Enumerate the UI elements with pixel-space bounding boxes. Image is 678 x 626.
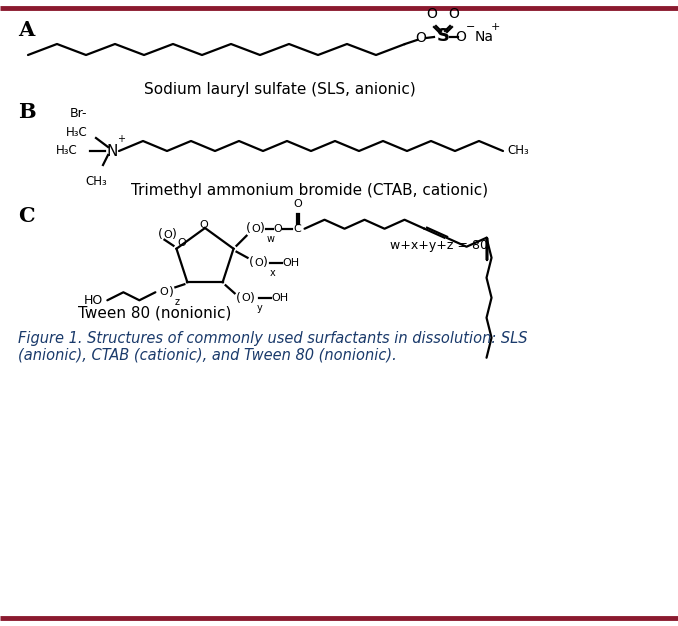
Text: (anionic), CTAB (cationic), and Tween 80 (nonionic).: (anionic), CTAB (cationic), and Tween 80… bbox=[18, 348, 397, 363]
Text: H₃C: H₃C bbox=[66, 125, 88, 138]
Text: B: B bbox=[18, 102, 36, 122]
Text: H₃C: H₃C bbox=[56, 145, 78, 158]
Text: O: O bbox=[177, 238, 186, 248]
Text: HO: HO bbox=[84, 294, 103, 307]
Text: (: ( bbox=[246, 222, 251, 235]
Text: +: + bbox=[491, 22, 500, 32]
Text: x: x bbox=[270, 268, 275, 278]
Text: O: O bbox=[163, 230, 172, 240]
Text: ): ) bbox=[169, 286, 174, 299]
Text: O: O bbox=[416, 31, 426, 45]
Text: ): ) bbox=[172, 228, 177, 241]
Text: ): ) bbox=[250, 292, 255, 305]
Text: Na: Na bbox=[475, 30, 494, 44]
Text: O: O bbox=[426, 7, 437, 21]
Text: Tween 80 (nonionic): Tween 80 (nonionic) bbox=[79, 306, 232, 321]
Text: O: O bbox=[456, 30, 466, 44]
Text: z: z bbox=[174, 297, 180, 307]
Text: C: C bbox=[294, 223, 302, 233]
Text: w: w bbox=[266, 233, 275, 244]
Text: CH₃: CH₃ bbox=[507, 145, 529, 158]
Text: y: y bbox=[257, 303, 262, 313]
Text: O: O bbox=[273, 223, 282, 233]
Text: Figure 1. Structures of commonly used surfactants in dissolution: SLS: Figure 1. Structures of commonly used su… bbox=[18, 331, 527, 346]
Text: O: O bbox=[254, 258, 263, 268]
Text: w+x+y+z = 80: w+x+y+z = 80 bbox=[390, 240, 488, 252]
Text: O: O bbox=[251, 223, 260, 233]
Text: O: O bbox=[449, 7, 460, 21]
Text: −: − bbox=[466, 22, 475, 32]
Text: Sodium lauryl sulfate (SLS, anionic): Sodium lauryl sulfate (SLS, anionic) bbox=[144, 82, 416, 97]
Text: (: ( bbox=[158, 228, 163, 241]
Text: OH: OH bbox=[283, 258, 300, 268]
Text: O: O bbox=[241, 293, 250, 303]
Text: OH: OH bbox=[272, 293, 289, 303]
Text: O: O bbox=[293, 198, 302, 208]
Text: N: N bbox=[106, 143, 118, 158]
Text: ): ) bbox=[263, 256, 268, 269]
Text: ): ) bbox=[260, 222, 265, 235]
Text: +: + bbox=[117, 134, 125, 144]
Text: CH₃: CH₃ bbox=[85, 175, 107, 188]
Text: A: A bbox=[18, 20, 35, 40]
Text: C: C bbox=[18, 206, 35, 226]
Text: Trimethyl ammonium bromide (CTAB, cationic): Trimethyl ammonium bromide (CTAB, cation… bbox=[132, 183, 489, 198]
Text: S: S bbox=[437, 27, 450, 45]
Text: (: ( bbox=[236, 292, 241, 305]
Text: O: O bbox=[159, 287, 167, 297]
Text: (: ( bbox=[249, 256, 254, 269]
Text: Br-: Br- bbox=[70, 107, 87, 120]
Text: O: O bbox=[199, 220, 208, 230]
